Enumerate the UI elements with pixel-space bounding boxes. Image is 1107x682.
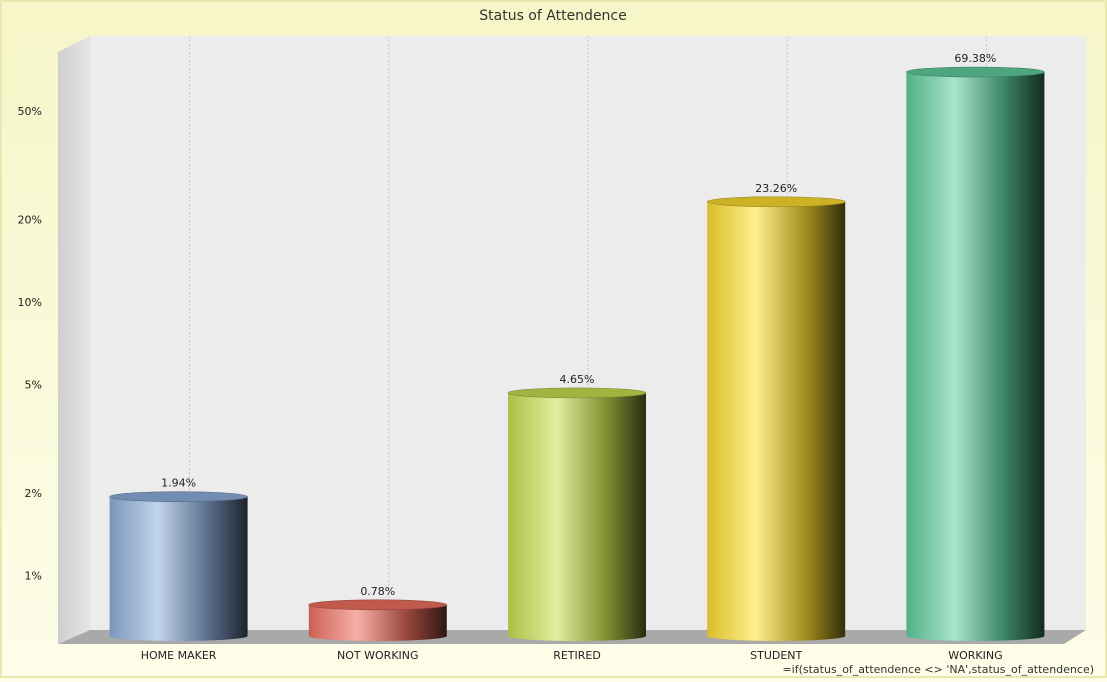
x-tick-label: HOME MAKER (141, 649, 217, 662)
chart-title: Status of Attendence (479, 8, 627, 24)
bars: 1.94% 0.78% 4.65% 23.26% 69.38% (109, 52, 1045, 642)
y-tick-label: 2% (25, 487, 42, 500)
y-tick-label: 5% (25, 378, 42, 391)
bar-working (906, 72, 1045, 642)
side-wall (58, 36, 90, 644)
x-tick-label: NOT WORKING (337, 649, 419, 662)
data-label: 1.94% (161, 477, 196, 490)
chart-footnote: =if(status_of_attendence <> 'NA',status_… (782, 663, 1094, 676)
y-axis: 1% 2% 5% 10% 20% 50% (18, 105, 42, 582)
data-label: 4.65% (560, 373, 595, 386)
x-tick-label: RETIRED (553, 649, 601, 662)
bar-cap (109, 491, 248, 502)
y-tick-label: 10% (18, 296, 42, 309)
y-tick-label: 20% (18, 214, 42, 227)
y-tick-label: 1% (25, 569, 42, 582)
data-label: 69.38% (954, 52, 996, 65)
data-label: 23.26% (755, 182, 797, 195)
bar-cap (906, 66, 1045, 78)
x-axis: HOME MAKER NOT WORKING RETIRED STUDENT WORKI… (141, 649, 1003, 662)
bar-cap (507, 387, 647, 399)
bar-home-maker (109, 496, 248, 642)
bar-cap (706, 196, 846, 208)
bar-retired (508, 392, 646, 641)
bar-cap (308, 599, 448, 611)
data-label: 0.78% (360, 585, 395, 598)
y-tick-label: 50% (18, 105, 42, 118)
x-tick-label: STUDENT (750, 649, 802, 662)
bar-student (707, 201, 846, 642)
bar-not-working (308, 604, 447, 642)
x-tick-label: WORKING (948, 649, 1002, 662)
